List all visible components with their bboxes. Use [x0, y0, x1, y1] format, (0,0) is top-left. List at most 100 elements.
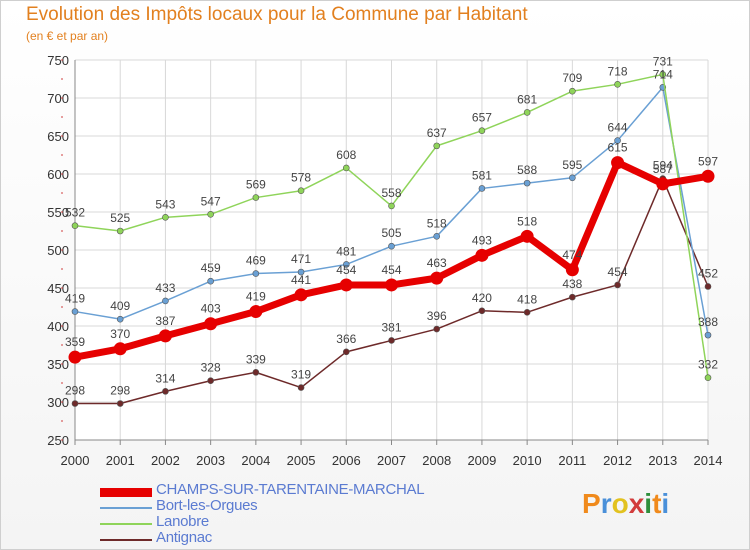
data-label: 366: [336, 332, 356, 346]
data-point: [704, 374, 712, 381]
data-label: 452: [698, 266, 718, 280]
data-point: [71, 308, 79, 315]
legend-label: Bort-les-Orgues: [156, 497, 258, 514]
y-tick-label: 250: [47, 433, 69, 448]
data-label: 454: [608, 265, 628, 279]
y-tick-label: 650: [47, 129, 69, 144]
data-point: [297, 384, 305, 391]
legend-swatch: [100, 539, 152, 541]
x-tick-label: 2002: [151, 453, 180, 468]
data-label: 409: [110, 299, 130, 313]
data-label: 388: [698, 315, 718, 329]
data-label: 714: [653, 67, 673, 81]
legend-swatch: [100, 487, 152, 497]
data-label: 505: [381, 226, 401, 240]
data-point: [252, 369, 260, 376]
data-label: 403: [201, 302, 221, 316]
data-label: 420: [472, 291, 492, 305]
data-point: [704, 283, 712, 290]
data-point: [523, 309, 531, 316]
data-point: [158, 329, 172, 343]
data-point: [342, 348, 350, 356]
data-label: 581: [472, 168, 492, 182]
x-tick-label: 2011: [558, 453, 586, 468]
data-point: [162, 214, 169, 221]
data-point: [207, 277, 214, 285]
data-label: 298: [110, 384, 130, 398]
data-point: [659, 71, 667, 78]
data-point: [478, 307, 486, 315]
logo-letter: t: [652, 488, 662, 519]
data-point: [614, 281, 621, 289]
data-point: [614, 81, 621, 88]
data-label: 731: [653, 54, 673, 68]
data-label: 387: [155, 314, 175, 328]
data-point: [207, 210, 214, 218]
chart-title: Evolution des Impôts locaux pour la Comm…: [26, 4, 528, 25]
data-point: [701, 169, 715, 183]
legend-label: Lanobre: [156, 513, 209, 530]
data-label: 493: [472, 233, 492, 247]
data-label: 532: [65, 206, 85, 220]
data-label: 459: [201, 261, 221, 275]
data-label: 474: [562, 248, 582, 262]
data-point: [68, 350, 82, 364]
data-label: 644: [608, 121, 628, 135]
x-tick-label: 2012: [603, 453, 632, 468]
data-point: [704, 331, 712, 339]
x-tick-label: 2006: [332, 453, 361, 468]
data-point: [523, 109, 531, 116]
y-tick-label: 700: [47, 91, 69, 106]
logo-letter: i: [644, 488, 653, 519]
data-label: 381: [381, 320, 401, 334]
data-point: [116, 400, 124, 407]
data-point: [385, 278, 398, 292]
data-label: 518: [427, 216, 447, 230]
data-label: 328: [201, 361, 221, 375]
data-point: [339, 278, 353, 292]
x-tick-label: 2000: [61, 453, 90, 468]
data-label: 481: [336, 244, 356, 258]
logo-letter: P: [582, 488, 601, 519]
x-tick-label: 2013: [648, 453, 677, 468]
data-label: 332: [698, 358, 718, 372]
data-label: 469: [246, 254, 266, 268]
data-point: [294, 288, 308, 302]
chart-subtitle: (en € et par an): [26, 29, 109, 43]
data-label: 608: [336, 148, 356, 162]
data-point: [611, 156, 625, 170]
x-tick-label: 2008: [422, 453, 451, 468]
data-label: 419: [65, 292, 85, 306]
data-label: 298: [65, 384, 85, 398]
data-point: [204, 317, 218, 331]
data-point: [478, 127, 486, 134]
data-point: [162, 297, 169, 305]
y-tick-label: 450: [47, 281, 69, 296]
data-point: [342, 261, 350, 268]
x-tick-label: 2014: [694, 453, 723, 468]
data-label: 709: [562, 71, 582, 85]
data-point: [388, 337, 395, 344]
data-point: [297, 268, 305, 276]
legend-label: Antignac: [156, 529, 212, 546]
data-point: [162, 388, 169, 395]
data-point: [116, 227, 124, 235]
data-label: 637: [427, 126, 447, 140]
logo-letter: r: [600, 488, 612, 519]
y-tick-label: 400: [47, 319, 69, 334]
x-tick-label: 2010: [513, 453, 542, 468]
data-point: [388, 202, 395, 210]
proxiti-logo: Proxiti: [582, 488, 669, 520]
data-label: 418: [517, 292, 537, 306]
data-label: 463: [427, 256, 447, 270]
legend-swatch: [100, 507, 152, 509]
x-tick-label: 2003: [196, 453, 225, 468]
data-label: 587: [653, 162, 673, 176]
data-label: 438: [562, 277, 582, 291]
data-label: 595: [562, 158, 582, 172]
data-point: [113, 342, 127, 356]
y-tick-label: 500: [47, 243, 69, 258]
data-point: [252, 270, 260, 277]
data-label: 396: [427, 309, 447, 323]
